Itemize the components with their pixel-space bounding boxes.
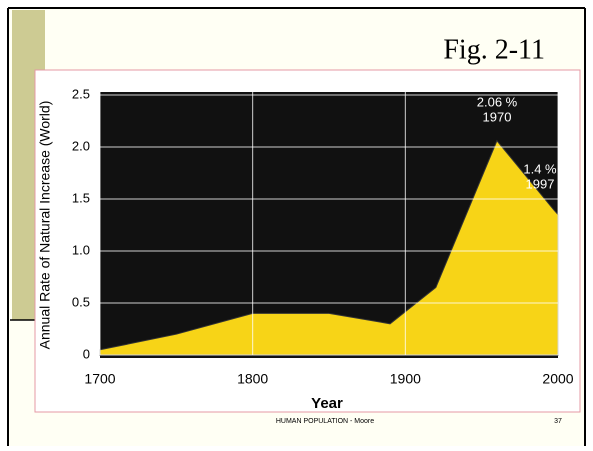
footer: HUMAN POPULATION - Moore xyxy=(276,418,374,425)
y-tick-label: 0.5 xyxy=(72,294,90,309)
y-axis-label: Annual Rate of Natural Increase (World) xyxy=(37,101,53,350)
annotation: 1970 xyxy=(483,109,512,124)
y-tick-label: 2.0 xyxy=(72,138,90,153)
slide: Fig. 2-11 Annual Rate of Natural Increas… xyxy=(0,0,593,446)
annotation: 1.4 % xyxy=(523,161,557,176)
x-tick-label: 1900 xyxy=(390,371,421,387)
slide-title: Fig. 2-11 xyxy=(443,34,545,65)
x-tick-label: 1800 xyxy=(237,371,268,387)
annotation: 2.06 % xyxy=(477,94,518,109)
y-tick-label: 0 xyxy=(83,346,90,361)
y-tick-label: 1.0 xyxy=(72,242,90,257)
x-tick-label: 1700 xyxy=(84,371,115,387)
y-tick-label: 1.5 xyxy=(72,190,90,205)
x-axis-label: Year xyxy=(311,395,343,412)
annotation: 1997 xyxy=(526,176,555,191)
page-number: 37 xyxy=(554,418,562,425)
y-tick-label: 2.5 xyxy=(72,86,90,101)
x-tick-label: 2000 xyxy=(542,371,573,387)
